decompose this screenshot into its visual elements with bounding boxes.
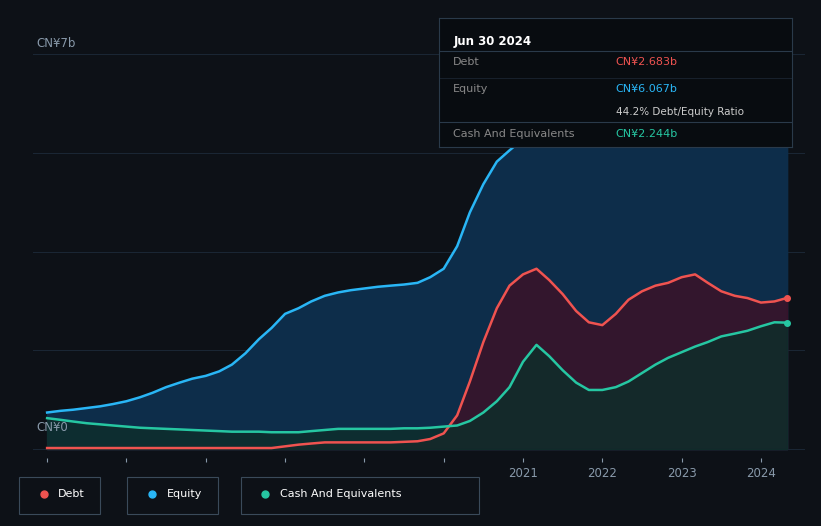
Text: CN¥0: CN¥0 bbox=[37, 421, 68, 434]
Text: CN¥2.244b: CN¥2.244b bbox=[616, 129, 678, 139]
Text: CN¥6.067b: CN¥6.067b bbox=[616, 84, 677, 94]
Text: Cash And Equivalents: Cash And Equivalents bbox=[280, 489, 401, 500]
Text: Debt: Debt bbox=[453, 57, 480, 67]
FancyBboxPatch shape bbox=[241, 477, 479, 514]
Text: Equity: Equity bbox=[167, 489, 202, 500]
Text: 44.2% Debt/Equity Ratio: 44.2% Debt/Equity Ratio bbox=[616, 107, 744, 117]
FancyBboxPatch shape bbox=[19, 477, 100, 514]
Text: Equity: Equity bbox=[453, 84, 488, 94]
Text: Debt: Debt bbox=[58, 489, 85, 500]
Text: CN¥7b: CN¥7b bbox=[37, 37, 76, 50]
Text: Cash And Equivalents: Cash And Equivalents bbox=[453, 129, 575, 139]
Text: CN¥2.683b: CN¥2.683b bbox=[616, 57, 678, 67]
Text: Jun 30 2024: Jun 30 2024 bbox=[453, 35, 531, 48]
FancyBboxPatch shape bbox=[127, 477, 218, 514]
